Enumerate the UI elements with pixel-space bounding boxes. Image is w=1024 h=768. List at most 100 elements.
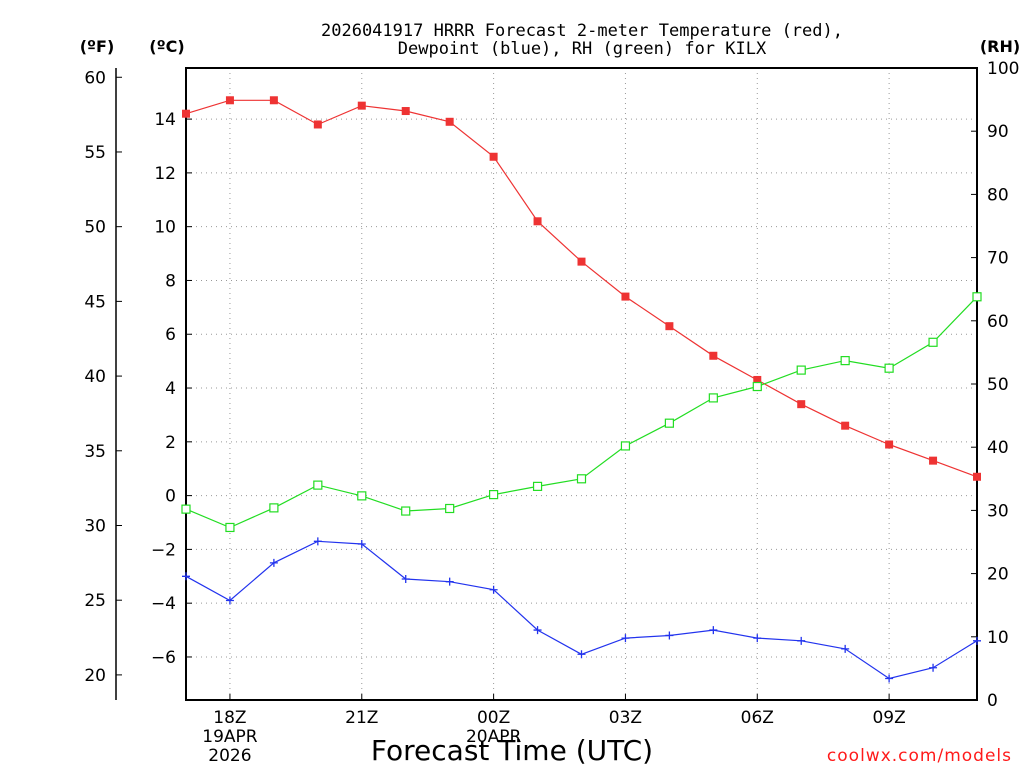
grid-lines bbox=[186, 68, 977, 700]
dewpoint-point bbox=[357, 540, 366, 549]
rh-point bbox=[752, 381, 762, 392]
rh-line bbox=[185, 296, 978, 529]
celsius-tick-label: 4 bbox=[165, 379, 176, 399]
temperature-point bbox=[797, 400, 806, 409]
fahrenheit-tick-label: 25 bbox=[84, 591, 106, 611]
temperature-point bbox=[269, 96, 278, 105]
temperature-point bbox=[841, 421, 850, 430]
dewpoint-point bbox=[929, 663, 938, 672]
dewpoint-point bbox=[709, 626, 718, 635]
celsius-tick-label: 6 bbox=[165, 325, 176, 345]
celsius-tick-label: 8 bbox=[165, 271, 176, 291]
x-tick-label: 06Z bbox=[741, 708, 774, 728]
rh-tick-label: 30 bbox=[987, 501, 1009, 521]
celsius-tick-label: −6 bbox=[151, 648, 176, 668]
celsius-tick-label: −2 bbox=[151, 540, 176, 560]
dewpoint-point bbox=[445, 577, 454, 586]
rh-point bbox=[620, 441, 631, 451]
rh-point bbox=[796, 365, 806, 375]
x-date-label: 19APR bbox=[202, 727, 258, 747]
dewpoint-point bbox=[753, 634, 762, 643]
rh-point bbox=[357, 491, 367, 501]
chart-title-line1: 2026041917 HRRR Forecast 2-meter Tempera… bbox=[321, 21, 843, 41]
temperature-point bbox=[533, 217, 542, 226]
x-axis-label: Forecast Time (UTC) bbox=[371, 734, 653, 767]
rh-point bbox=[269, 503, 279, 513]
rh-tick-label: 90 bbox=[987, 122, 1009, 142]
rh-unit-label: (RH) bbox=[980, 37, 1020, 56]
rh-point bbox=[532, 481, 543, 491]
temperature-point bbox=[182, 109, 190, 118]
series-layer bbox=[181, 96, 982, 683]
dewpoint-point bbox=[401, 574, 410, 583]
fahrenheit-tick-label: 50 bbox=[84, 218, 106, 238]
fahrenheit-tick-label: 35 bbox=[84, 442, 106, 462]
rh-point bbox=[840, 356, 850, 366]
dewpoint-point bbox=[841, 644, 850, 653]
rh-tick-label: 0 bbox=[987, 691, 998, 711]
temperature-point bbox=[225, 96, 234, 105]
celsius-tick-label: 2 bbox=[165, 433, 176, 453]
rh-tick-label: 20 bbox=[987, 565, 1009, 585]
rh-tick-label: 10 bbox=[987, 628, 1009, 648]
dewpoint-point bbox=[489, 585, 498, 594]
temperature-point bbox=[445, 117, 454, 126]
celsius-tick-label: 14 bbox=[154, 110, 176, 130]
rh-point bbox=[972, 292, 982, 302]
x-tick-label: 09Z bbox=[872, 708, 905, 728]
x-tick-label: 21Z bbox=[345, 708, 378, 728]
dewpoint-point bbox=[885, 674, 894, 683]
fahrenheit-tick-label: 45 bbox=[84, 292, 106, 312]
temperature-point bbox=[665, 322, 674, 331]
fahrenheit-tick-label: 60 bbox=[84, 68, 106, 88]
celsius-tick-label: 0 bbox=[165, 487, 176, 507]
dewpoint-point bbox=[182, 572, 190, 581]
rh-point bbox=[313, 480, 323, 490]
rh-tick-label: 80 bbox=[987, 185, 1009, 205]
x-tick-label: 03Z bbox=[609, 708, 642, 728]
temperature-point bbox=[753, 375, 762, 384]
x-tick-label: 18Z bbox=[213, 708, 246, 728]
credit-text[interactable]: coolwx.com/models bbox=[827, 746, 1012, 766]
celsius-tick-label: −4 bbox=[151, 594, 176, 614]
fahrenheit-unit-label: (ºF) bbox=[80, 37, 115, 56]
fahrenheit-tick-label: 30 bbox=[84, 516, 106, 536]
rh-point bbox=[401, 506, 411, 516]
rh-point bbox=[884, 363, 894, 373]
rh-tick-label: 60 bbox=[987, 312, 1009, 332]
rh-point bbox=[708, 393, 718, 403]
temperature-point bbox=[577, 257, 586, 266]
rh-point bbox=[225, 522, 235, 533]
temperature-point bbox=[973, 472, 981, 481]
fahrenheit-tick-label: 55 bbox=[84, 143, 106, 163]
rh-tick-label: 50 bbox=[987, 375, 1009, 395]
temperature-point bbox=[621, 292, 630, 301]
dewpoint-point bbox=[225, 596, 234, 605]
dewpoint-point bbox=[533, 626, 542, 635]
rh-point bbox=[489, 490, 499, 500]
dewpoint-point bbox=[621, 634, 630, 643]
rh-tick-label: 70 bbox=[987, 249, 1009, 269]
rh-point bbox=[664, 418, 674, 428]
temperature-point bbox=[401, 107, 410, 116]
fahrenheit-tick-label: 40 bbox=[84, 367, 106, 387]
rh-point bbox=[445, 503, 455, 514]
temperature-line bbox=[185, 99, 978, 478]
x-date-label: 20APR bbox=[466, 727, 522, 747]
axes: 14121086420−2−4−660555045403530252010090… bbox=[84, 59, 1019, 766]
dewpoint-point bbox=[973, 636, 981, 645]
x-year-label: 2026 bbox=[208, 746, 251, 766]
dewpoint-point bbox=[665, 631, 674, 640]
rh-point bbox=[181, 504, 191, 514]
celsius-tick-label: 12 bbox=[154, 164, 176, 184]
dewpoint-point bbox=[313, 537, 322, 546]
celsius-tick-label: 10 bbox=[154, 218, 176, 238]
dewpoint-point bbox=[797, 636, 806, 645]
temperature-point bbox=[709, 351, 718, 360]
temperature-point bbox=[313, 120, 322, 129]
fahrenheit-tick-label: 20 bbox=[84, 666, 106, 686]
rh-tick-label: 100 bbox=[987, 59, 1019, 79]
rh-tick-label: 40 bbox=[987, 438, 1009, 458]
chart-title-line2: Dewpoint (blue), RH (green) for KILX bbox=[398, 39, 767, 59]
